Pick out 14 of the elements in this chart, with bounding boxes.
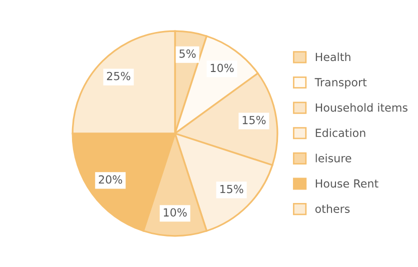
data-label: 10% — [164, 208, 187, 217]
data-label: 10% — [210, 64, 234, 72]
data-label: 5% — [180, 49, 196, 58]
data-label: 15% — [220, 184, 244, 194]
legend-label: leisure — [316, 154, 352, 162]
legend-label: Transport — [314, 78, 367, 89]
legend-label: Edication — [316, 128, 366, 138]
data-label: 20% — [98, 175, 122, 184]
legend-label: Health — [316, 52, 350, 62]
legend-label: House Rent — [316, 179, 378, 188]
legend-label: others — [315, 204, 350, 213]
legend-label: Household items — [316, 103, 408, 112]
data-label: 15% — [242, 116, 266, 124]
data-label: 25% — [106, 72, 130, 80]
